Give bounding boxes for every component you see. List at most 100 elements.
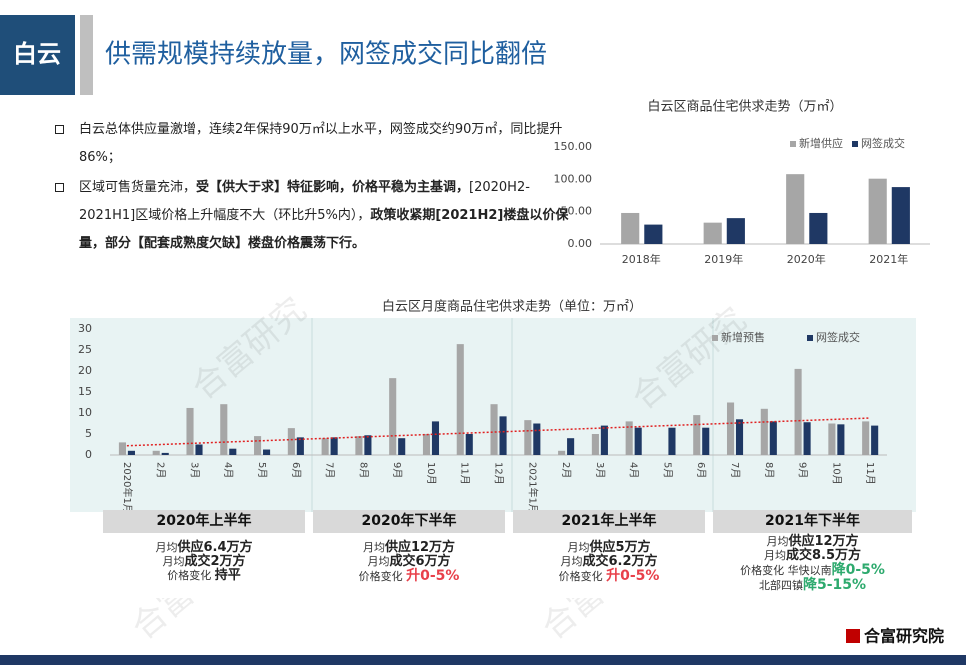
bar bbox=[803, 422, 811, 455]
panel: 2020年下半年月均供应12万方 月均成交6万方 价格变化 升0-5% bbox=[313, 510, 505, 598]
panel-text: 月均 bbox=[367, 555, 390, 568]
panel-line: 价格变化 持平 bbox=[103, 569, 305, 583]
bar bbox=[490, 404, 498, 455]
bar bbox=[524, 420, 532, 455]
panel-text: 北部四镇 bbox=[758, 579, 803, 592]
bar bbox=[809, 212, 828, 244]
panel-text: 供应12万方 bbox=[788, 534, 859, 549]
bullet: 区域可售货量充沛，受【供大于求】特征影响，价格平稳为主基调，[2020H2-20… bbox=[55, 174, 569, 258]
logo: 合富研究院 bbox=[864, 627, 944, 646]
x-tick-label: 2月 bbox=[560, 462, 572, 478]
bar bbox=[364, 435, 372, 455]
bar bbox=[600, 425, 608, 455]
panel-text: 月均 bbox=[155, 541, 178, 554]
legend-label: 网签成交 bbox=[861, 136, 905, 150]
bar bbox=[287, 428, 295, 455]
bar bbox=[254, 436, 262, 455]
tag: 白云 bbox=[13, 40, 61, 68]
y-tick-label: 5 bbox=[85, 427, 92, 440]
panel-line: 月均供应12万方 bbox=[713, 535, 912, 549]
y-tick-label: 0.00 bbox=[568, 237, 593, 250]
bar bbox=[431, 421, 440, 455]
x-tick-label: 2021年1月 bbox=[526, 462, 539, 514]
panel-text: 价格变化 bbox=[167, 569, 215, 582]
panel-text: 升0-5% bbox=[406, 568, 460, 584]
bar bbox=[195, 444, 203, 455]
panel-line: 月均供应5万方 bbox=[513, 541, 705, 555]
tag-box bbox=[0, 15, 75, 95]
legend-label: 网签成交 bbox=[816, 330, 860, 344]
panel-line: 价格变化 升0-5% bbox=[313, 569, 505, 584]
x-tick-label: 2020年 bbox=[787, 252, 826, 266]
y-tick-label: 15 bbox=[78, 385, 92, 398]
bar bbox=[422, 434, 431, 455]
bar bbox=[355, 436, 363, 455]
chart-title: 白云区月度商品住宅供求走势（单位：万㎡） bbox=[382, 299, 642, 315]
legend-swatch bbox=[807, 335, 813, 341]
panel-text: 成交2万方 bbox=[184, 554, 246, 569]
x-tick-label: 2020年1月 bbox=[121, 462, 134, 514]
panel-line: 月均成交6万方 bbox=[313, 555, 505, 569]
bar bbox=[837, 424, 845, 455]
panel-text: 供应5万方 bbox=[589, 540, 651, 555]
bar bbox=[330, 437, 338, 455]
panel-text: 月均 bbox=[362, 541, 385, 554]
x-tick-label: 9月 bbox=[797, 462, 809, 478]
panel-text: 持平 bbox=[214, 568, 241, 583]
bullet-text: 政策收紧期[2021H2]楼盘以价保量，部分【配套成熟度欠缺】楼盘价格震荡下行。 bbox=[79, 208, 569, 251]
bar bbox=[735, 419, 744, 455]
chart-title: 白云区商品住宅供求走势（万㎡） bbox=[647, 99, 842, 115]
legend-swatch bbox=[790, 141, 796, 147]
panel-line: 月均成交8.5万方 bbox=[713, 549, 912, 563]
panel-text: 价格变化 华快以南 bbox=[740, 564, 832, 577]
bar bbox=[760, 408, 768, 455]
panel-title: 2020年下半年 bbox=[313, 510, 505, 533]
panel-title: 2020年上半年 bbox=[103, 510, 305, 533]
bar bbox=[465, 434, 473, 455]
panel-text: 供应12万方 bbox=[384, 540, 456, 555]
bar bbox=[769, 421, 777, 455]
panel-text: 月均 bbox=[763, 549, 786, 562]
x-tick-label: 4月 bbox=[628, 462, 640, 478]
panel: 2020年上半年 月均供应6.4万方 月均成交2万方 价格变化 持平 bbox=[103, 510, 305, 598]
bar bbox=[533, 423, 541, 455]
panel-line: 月均供应6.4万方 bbox=[103, 541, 305, 555]
bar bbox=[625, 421, 633, 455]
y-tick-label: 10 bbox=[78, 406, 92, 419]
bar bbox=[868, 178, 887, 244]
panel: 2021年下半年 月均供应12万方 月均成交8.5万方 价格变化 华快以南降0-5% 北… bbox=[713, 510, 912, 598]
panel-text: 降0-5% bbox=[831, 562, 885, 578]
x-tick-label: 2019年 bbox=[704, 252, 743, 266]
panel-line: 价格变化 华快以南降0-5% bbox=[713, 563, 912, 578]
bar bbox=[702, 427, 710, 455]
panel-text: 成交6.2万方 bbox=[582, 554, 658, 569]
panel-text: 升0-5% bbox=[606, 568, 660, 584]
panel-line: 价格变化 升0-5% bbox=[513, 569, 705, 584]
bar bbox=[263, 449, 271, 455]
bar bbox=[499, 416, 507, 455]
bar bbox=[634, 427, 642, 455]
legend-label: 新增供应 bbox=[799, 136, 843, 150]
x-tick-label: 2021年 bbox=[869, 252, 908, 266]
panel-text: 成交8.5万方 bbox=[785, 548, 862, 563]
panel-body: 月均供应6.4万方 月均成交2万方 价格变化 持平 bbox=[103, 533, 305, 583]
logo-mark bbox=[846, 629, 860, 643]
panel-line: 月均成交6.2万方 bbox=[513, 555, 705, 569]
panel-title: 2021年下半年 bbox=[713, 510, 912, 533]
tag-bar bbox=[80, 15, 93, 95]
bar bbox=[456, 344, 464, 455]
x-tick-label: 2月 bbox=[155, 462, 167, 478]
bar bbox=[621, 212, 640, 244]
x-tick-label: 7月 bbox=[324, 462, 336, 478]
y-tick-label: 100.00 bbox=[554, 172, 593, 185]
bar bbox=[794, 368, 802, 455]
footer-bar bbox=[0, 655, 966, 665]
bar bbox=[321, 438, 329, 455]
bullet-text: 白云总体供应量激增，连续2年保持90万㎡以上水平，网签成交约90万㎡，同比提升8… bbox=[79, 122, 563, 165]
x-tick-label: 9月 bbox=[391, 462, 403, 478]
bar bbox=[891, 187, 910, 244]
bar bbox=[726, 402, 735, 455]
x-tick-label: 11月 bbox=[459, 462, 471, 485]
legend-label: 新增预售 bbox=[721, 330, 765, 344]
